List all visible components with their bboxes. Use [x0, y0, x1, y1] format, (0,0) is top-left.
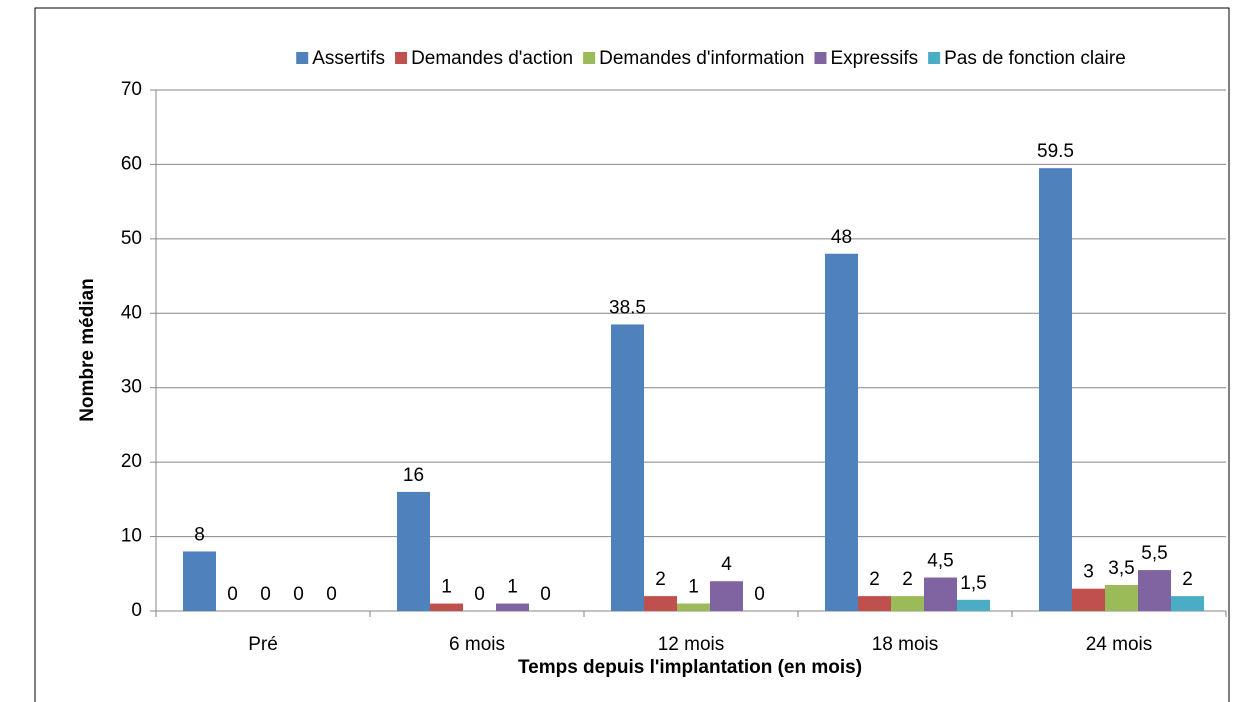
value-label: 2	[655, 569, 666, 590]
y-tick-label: 40	[121, 302, 142, 323]
bar	[677, 603, 710, 611]
value-label: 1,5	[960, 573, 986, 594]
value-label: 1	[441, 577, 452, 598]
y-tick-label: 30	[121, 377, 142, 398]
bar	[1138, 570, 1171, 611]
bar	[397, 491, 430, 611]
x-tick-label: 6 mois	[449, 634, 505, 655]
value-label: 5,5	[1141, 543, 1167, 564]
legend-swatch	[296, 52, 309, 64]
bar	[611, 324, 644, 611]
y-tick-label: 20	[121, 451, 142, 472]
value-label: 1	[507, 577, 518, 598]
value-label: 38.5	[609, 297, 646, 318]
y-axis-title: Nombre médian	[77, 278, 98, 422]
bar	[1171, 596, 1204, 611]
value-label: 0	[754, 584, 765, 605]
value-label: 3	[1083, 562, 1094, 583]
value-label: 16	[403, 465, 424, 486]
bar	[957, 599, 990, 611]
bar	[924, 577, 957, 611]
bar	[1072, 588, 1105, 611]
y-tick-label: 70	[121, 79, 142, 100]
value-label: 2	[1182, 569, 1193, 590]
bar	[1105, 584, 1138, 611]
value-label: 48	[831, 227, 852, 248]
value-label: 0	[540, 584, 551, 605]
legend-swatch	[928, 52, 941, 64]
value-label: 0	[260, 584, 271, 605]
y-tick-label: 0	[131, 600, 142, 621]
value-label: 1	[688, 577, 699, 598]
value-label: 0	[474, 584, 485, 605]
y-tick-label: 10	[121, 526, 142, 547]
bar	[710, 581, 743, 611]
value-label: 2	[902, 569, 913, 590]
x-tick-label: 12 mois	[658, 634, 725, 655]
x-tick-label: 24 mois	[1086, 634, 1153, 655]
x-axis-title: Temps depuis l'implantation (en mois)	[518, 657, 862, 678]
value-label: 8	[194, 524, 205, 545]
bar	[183, 551, 216, 611]
value-label: 4	[721, 554, 732, 575]
bar	[644, 596, 677, 611]
legend-label: Assertifs	[312, 48, 385, 69]
value-label: 59.5	[1037, 141, 1074, 162]
bar	[858, 596, 891, 611]
legend-swatch	[583, 52, 596, 64]
x-tick-label: 18 mois	[872, 634, 939, 655]
bar	[1039, 168, 1072, 611]
legend-label: Demandes d'action	[411, 48, 573, 69]
legend-label: Demandes d'information	[599, 48, 804, 69]
legend-swatch	[395, 52, 408, 64]
value-label: 4,5	[927, 551, 953, 572]
value-label: 3,5	[1108, 558, 1134, 579]
y-tick-label: 50	[121, 228, 142, 249]
bar	[825, 253, 858, 611]
legend-label: Expressifs	[830, 48, 918, 69]
x-tick-label: Pré	[248, 634, 278, 655]
bar	[430, 603, 463, 611]
bar	[891, 596, 924, 611]
value-label: 0	[227, 584, 238, 605]
legend-swatch	[814, 52, 827, 64]
legend-label: Pas de fonction claire	[944, 48, 1126, 69]
value-label: 0	[326, 584, 337, 605]
bar	[496, 603, 529, 611]
value-label: 2	[869, 569, 880, 590]
value-label: 0	[293, 584, 304, 605]
y-tick-label: 60	[121, 153, 142, 174]
